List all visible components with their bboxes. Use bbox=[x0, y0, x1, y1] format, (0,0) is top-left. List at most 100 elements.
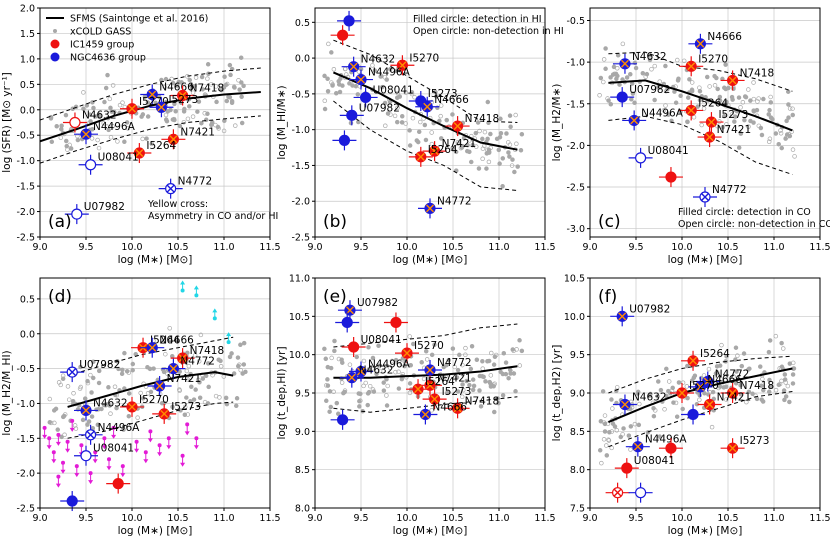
xcoldgass-point bbox=[492, 354, 498, 359]
galaxy-point: N4632 bbox=[612, 392, 667, 415]
xcoldgass-point bbox=[89, 390, 94, 395]
xcoldgass-point bbox=[761, 96, 766, 102]
y-tick-label: -2.0 bbox=[16, 207, 35, 218]
xcoldgass-point bbox=[88, 372, 93, 378]
asymmetry-cross bbox=[135, 149, 144, 158]
y-tick-label: 11.0 bbox=[289, 274, 310, 285]
xcoldgass-point bbox=[452, 364, 457, 370]
xcoldgass-point bbox=[170, 404, 175, 410]
xcoldgass-point bbox=[680, 406, 685, 412]
galaxy-marker bbox=[337, 29, 349, 41]
panel-label: (b) bbox=[323, 212, 347, 232]
xcoldgass-point bbox=[58, 382, 63, 388]
xcoldgass-point bbox=[177, 123, 183, 129]
x-axis-label: log (M∗) [M⊙] bbox=[393, 525, 468, 537]
x-tick-label: 9.5 bbox=[353, 513, 368, 524]
xcoldgass-point bbox=[507, 154, 512, 159]
xcoldgass-point bbox=[741, 351, 747, 356]
xcoldgass-point bbox=[213, 84, 219, 89]
galaxy-label: N4666 bbox=[434, 94, 469, 106]
upper-limit-arrowhead bbox=[143, 459, 149, 464]
xcoldgass-point bbox=[358, 391, 363, 397]
xcoldgass-point bbox=[322, 98, 328, 104]
xcoldgass-point bbox=[482, 129, 488, 135]
xcoldgass-point bbox=[759, 132, 765, 138]
xcoldgass-point bbox=[510, 157, 515, 162]
xcoldgass-point bbox=[120, 367, 125, 373]
legend-blue-swatch bbox=[50, 52, 60, 62]
xcoldgass-point bbox=[392, 113, 398, 119]
xcoldgass-point bbox=[106, 385, 111, 390]
xcoldgass-point bbox=[460, 382, 465, 387]
xcoldgass-point bbox=[652, 408, 658, 413]
asymmetry-cross bbox=[430, 395, 439, 404]
xcoldgass-point bbox=[658, 387, 664, 393]
xcoldgass-point bbox=[480, 156, 485, 162]
panel-b: N4632 I5270 N4496A U08041 I5273 U07982 N4666 N7… bbox=[276, 7, 564, 266]
galaxy-marker bbox=[348, 341, 360, 353]
xcoldgass-point bbox=[241, 340, 247, 346]
xcoldgass-point bbox=[236, 78, 241, 83]
xcoldgass-point bbox=[140, 396, 146, 401]
asymmetry-cross bbox=[148, 343, 157, 352]
xcoldgass-point bbox=[72, 423, 78, 428]
x-tick-label: 11.5 bbox=[809, 242, 830, 253]
xcoldgass-point bbox=[685, 119, 690, 124]
xcoldgass-point bbox=[380, 84, 385, 90]
xcoldgass-point bbox=[506, 140, 511, 145]
x-tick-label: 10.0 bbox=[396, 513, 417, 524]
y-axis-label: log (M_H2/M_HI) bbox=[1, 350, 13, 435]
galaxy-point: I5273 bbox=[422, 386, 471, 410]
xcoldgass-point bbox=[602, 429, 608, 434]
xcoldgass-point bbox=[508, 371, 513, 376]
y-tick-label: 0.0 bbox=[295, 54, 310, 65]
panel-annotation: Filled circle: detection in HI bbox=[413, 14, 542, 25]
xcoldgass-point bbox=[484, 166, 489, 171]
xcoldgass-point bbox=[724, 354, 729, 359]
xcoldgass-point bbox=[743, 94, 749, 100]
xcoldgass-point bbox=[609, 429, 615, 434]
xcoldgass-point bbox=[782, 372, 788, 377]
xcoldgass-point bbox=[322, 73, 327, 79]
xcoldgass-point bbox=[790, 112, 796, 118]
xcoldgass-point bbox=[457, 352, 462, 358]
galaxy-point: N7418 bbox=[445, 395, 499, 419]
asymmetry-cross bbox=[398, 61, 407, 70]
xcoldgass-point bbox=[597, 93, 602, 98]
galaxy-marker bbox=[337, 414, 349, 426]
xcoldgass-point bbox=[500, 183, 505, 189]
xcoldgass-point bbox=[621, 426, 626, 431]
xcoldgass-point bbox=[601, 79, 606, 85]
galaxy-label: N4632 bbox=[632, 392, 667, 404]
xcoldgass-point bbox=[104, 124, 110, 129]
xcoldgass-point bbox=[135, 415, 140, 420]
xcoldgass-point bbox=[82, 396, 88, 401]
xcoldgass-point bbox=[480, 366, 485, 371]
xcoldgass-point bbox=[464, 378, 469, 384]
xcoldgass-point bbox=[733, 357, 738, 362]
galaxy-label: N4666 bbox=[159, 82, 194, 94]
x-tick-label: 11.0 bbox=[763, 242, 784, 253]
galaxy-label: N4666 bbox=[707, 31, 742, 43]
legend-label: NGC4636 group bbox=[70, 53, 146, 64]
xcoldgass-point bbox=[470, 142, 475, 148]
asymmetry-cross bbox=[403, 349, 411, 358]
xcoldgass-point bbox=[151, 366, 156, 371]
galaxy-point bbox=[628, 482, 653, 503]
xcoldgass-point bbox=[738, 105, 743, 110]
galaxy-point: U07982 bbox=[339, 102, 400, 126]
y-axis-label: log (M_H2/M∗) bbox=[551, 84, 563, 162]
galaxy-point: U08041 bbox=[341, 334, 402, 357]
xcoldgass-point bbox=[500, 371, 506, 377]
galaxy-point: N4772 bbox=[418, 195, 472, 219]
xcoldgass-point bbox=[758, 125, 764, 131]
galaxy-label: N4772 bbox=[437, 195, 472, 207]
xcoldgass-point bbox=[778, 130, 784, 136]
asymmetry-cross bbox=[678, 389, 686, 397]
galaxy-label: I5273 bbox=[428, 88, 458, 100]
xcoldgass-point bbox=[235, 355, 241, 360]
xcoldgass-point bbox=[145, 114, 151, 119]
xcoldgass-point bbox=[337, 89, 343, 95]
xcoldgass-point bbox=[767, 107, 772, 113]
